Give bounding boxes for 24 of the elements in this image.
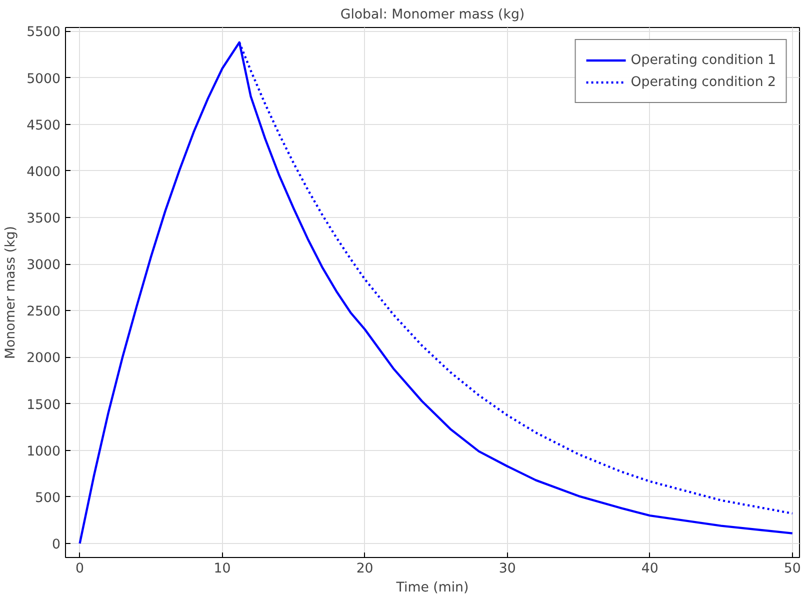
legend-label: Operating condition 1 bbox=[630, 52, 776, 68]
y-tick-label: 4000 bbox=[26, 164, 61, 180]
y-tick-label: 0 bbox=[52, 538, 61, 553]
chart-title: Global: Monomer mass (kg) bbox=[340, 8, 525, 22]
x-tick-label: 50 bbox=[784, 562, 801, 576]
y-tick-label: 2000 bbox=[26, 351, 61, 366]
y-tick-label: 500 bbox=[35, 490, 61, 506]
legend-label: Operating condition 2 bbox=[630, 74, 776, 90]
y-tick-label: 5500 bbox=[26, 25, 61, 40]
y-tick-label: 3500 bbox=[26, 212, 61, 227]
x-tick-label: 10 bbox=[214, 562, 231, 576]
x-tick-label: 0 bbox=[76, 562, 84, 576]
y-tick-label: 1500 bbox=[26, 398, 61, 413]
x-axis-title: Time (min) bbox=[395, 580, 469, 596]
x-tick-label: 30 bbox=[498, 562, 516, 576]
y-axis-title: Monomer mass (kg) bbox=[4, 226, 19, 360]
y-tick-label: 1000 bbox=[26, 444, 61, 460]
x-tick-label: 40 bbox=[641, 562, 658, 576]
y-tick-label: 3000 bbox=[26, 258, 61, 274]
line-series bbox=[78, 41, 794, 545]
y-tick-label: 5000 bbox=[26, 72, 61, 87]
y-tick-label: 4500 bbox=[26, 118, 61, 134]
x-tick-label: 20 bbox=[356, 562, 374, 576]
y-tick-label: 2500 bbox=[26, 304, 61, 320]
